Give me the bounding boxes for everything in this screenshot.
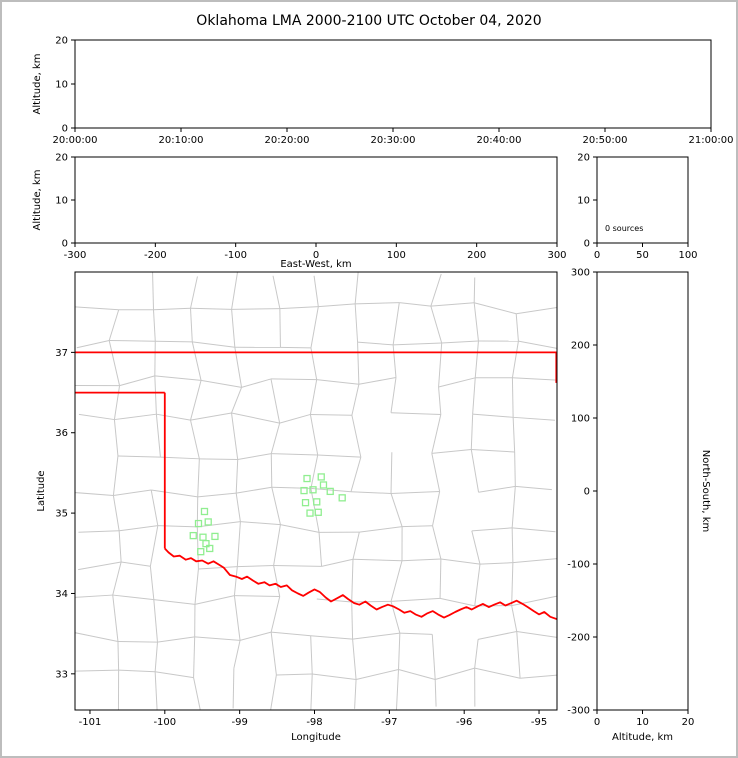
ew-height-panel-bg xyxy=(75,157,557,243)
tick-label: 20 xyxy=(577,153,590,164)
lma-source-marker xyxy=(303,474,311,483)
tick-label: 100 xyxy=(571,414,590,425)
tick-label: 10 xyxy=(577,196,590,207)
lma-source-marker xyxy=(319,481,328,489)
lma-source-marker xyxy=(197,548,205,556)
lma-source-marker xyxy=(200,507,209,516)
tick-label: 20 xyxy=(55,36,68,47)
tick-label: 0 xyxy=(584,239,590,250)
axis-label: North-South, km xyxy=(700,450,711,533)
lma-source-marker xyxy=(206,544,214,553)
tick-label: 35 xyxy=(55,509,68,520)
histogram-panel-bg xyxy=(597,157,688,243)
tick-label: 33 xyxy=(55,669,68,680)
axis-label: Longitude xyxy=(291,732,341,743)
lma-source-marker xyxy=(300,486,308,495)
state-border-red_river xyxy=(164,547,557,621)
tick-label: -95 xyxy=(531,717,547,728)
lma-source-marker xyxy=(326,487,334,496)
tick-label: 0 xyxy=(62,124,68,135)
lma-source-marker xyxy=(189,531,197,540)
tick-label: 20:20:00 xyxy=(265,135,310,146)
lma-source-marker xyxy=(317,473,325,481)
tick-label: 20 xyxy=(682,717,695,728)
tick-label: -300 xyxy=(64,250,87,261)
tick-label: 36 xyxy=(55,428,68,439)
tick-label: -98 xyxy=(306,717,322,728)
tick-label: 0 xyxy=(313,250,319,261)
lma-source-marker xyxy=(202,539,210,548)
tick-label: 200 xyxy=(467,250,486,261)
tick-label: -100 xyxy=(567,560,590,571)
tick-label: -99 xyxy=(231,717,247,728)
tick-label: -100 xyxy=(153,717,176,728)
lma-source-marker xyxy=(194,519,203,528)
lma-source-marker xyxy=(338,494,346,502)
tick-label: 20:40:00 xyxy=(477,135,522,146)
lma-source-marker xyxy=(306,509,314,517)
tick-label: 200 xyxy=(571,341,590,352)
tick-label: -300 xyxy=(567,706,590,717)
tick-label: 20:30:00 xyxy=(371,135,416,146)
sources-count-label: 0 sources xyxy=(605,224,643,233)
lma-source-marker xyxy=(313,498,321,506)
tick-label: 0 xyxy=(594,717,600,728)
axis-label: Altitude, km xyxy=(32,170,43,231)
tick-label: 0 xyxy=(62,239,68,250)
tick-label: -96 xyxy=(456,717,472,728)
lma-source-marker xyxy=(309,486,317,494)
time-height-panel-bg xyxy=(75,40,711,128)
county-lines xyxy=(75,272,557,710)
lma-source-marker xyxy=(211,532,219,541)
figure-title: Oklahoma LMA 2000-2100 UTC October 04, 2… xyxy=(196,13,542,29)
tick-label: 0 xyxy=(594,250,600,261)
tick-label: 20:10:00 xyxy=(159,135,204,146)
lma-source-marker xyxy=(314,508,322,516)
tick-label: 37 xyxy=(55,348,68,359)
axis-label: Altitude, km xyxy=(32,54,43,115)
axis-label: Latitude xyxy=(36,470,47,511)
tick-label: 10 xyxy=(55,196,68,207)
ns-height-panel-bg xyxy=(597,272,688,710)
lma-source-marker xyxy=(204,518,212,526)
tick-label: -101 xyxy=(79,717,102,728)
tick-label: 10 xyxy=(55,80,68,91)
tick-label: -97 xyxy=(381,717,397,728)
tick-label: 20 xyxy=(55,153,68,164)
tick-label: -200 xyxy=(144,250,167,261)
tick-label: 10 xyxy=(636,717,649,728)
tick-label: 300 xyxy=(571,268,590,279)
axis-label: Altitude, km xyxy=(612,732,673,743)
tick-label: 20:00:00 xyxy=(53,135,98,146)
tick-label: 300 xyxy=(547,250,566,261)
tick-label: 34 xyxy=(55,589,68,600)
axis-label: East-West, km xyxy=(280,259,351,270)
tick-label: 50 xyxy=(636,250,649,261)
tick-label: 0 xyxy=(584,487,590,498)
tick-label: 21:00:00 xyxy=(689,135,734,146)
tick-label: -200 xyxy=(567,633,590,644)
map-layers xyxy=(75,272,557,710)
tick-label: -100 xyxy=(224,250,247,261)
map-panel-border xyxy=(74,271,558,711)
tick-label: 100 xyxy=(678,250,697,261)
tick-label: 100 xyxy=(387,250,406,261)
lma-source-marker xyxy=(301,499,310,507)
tick-label: 20:50:00 xyxy=(583,135,628,146)
